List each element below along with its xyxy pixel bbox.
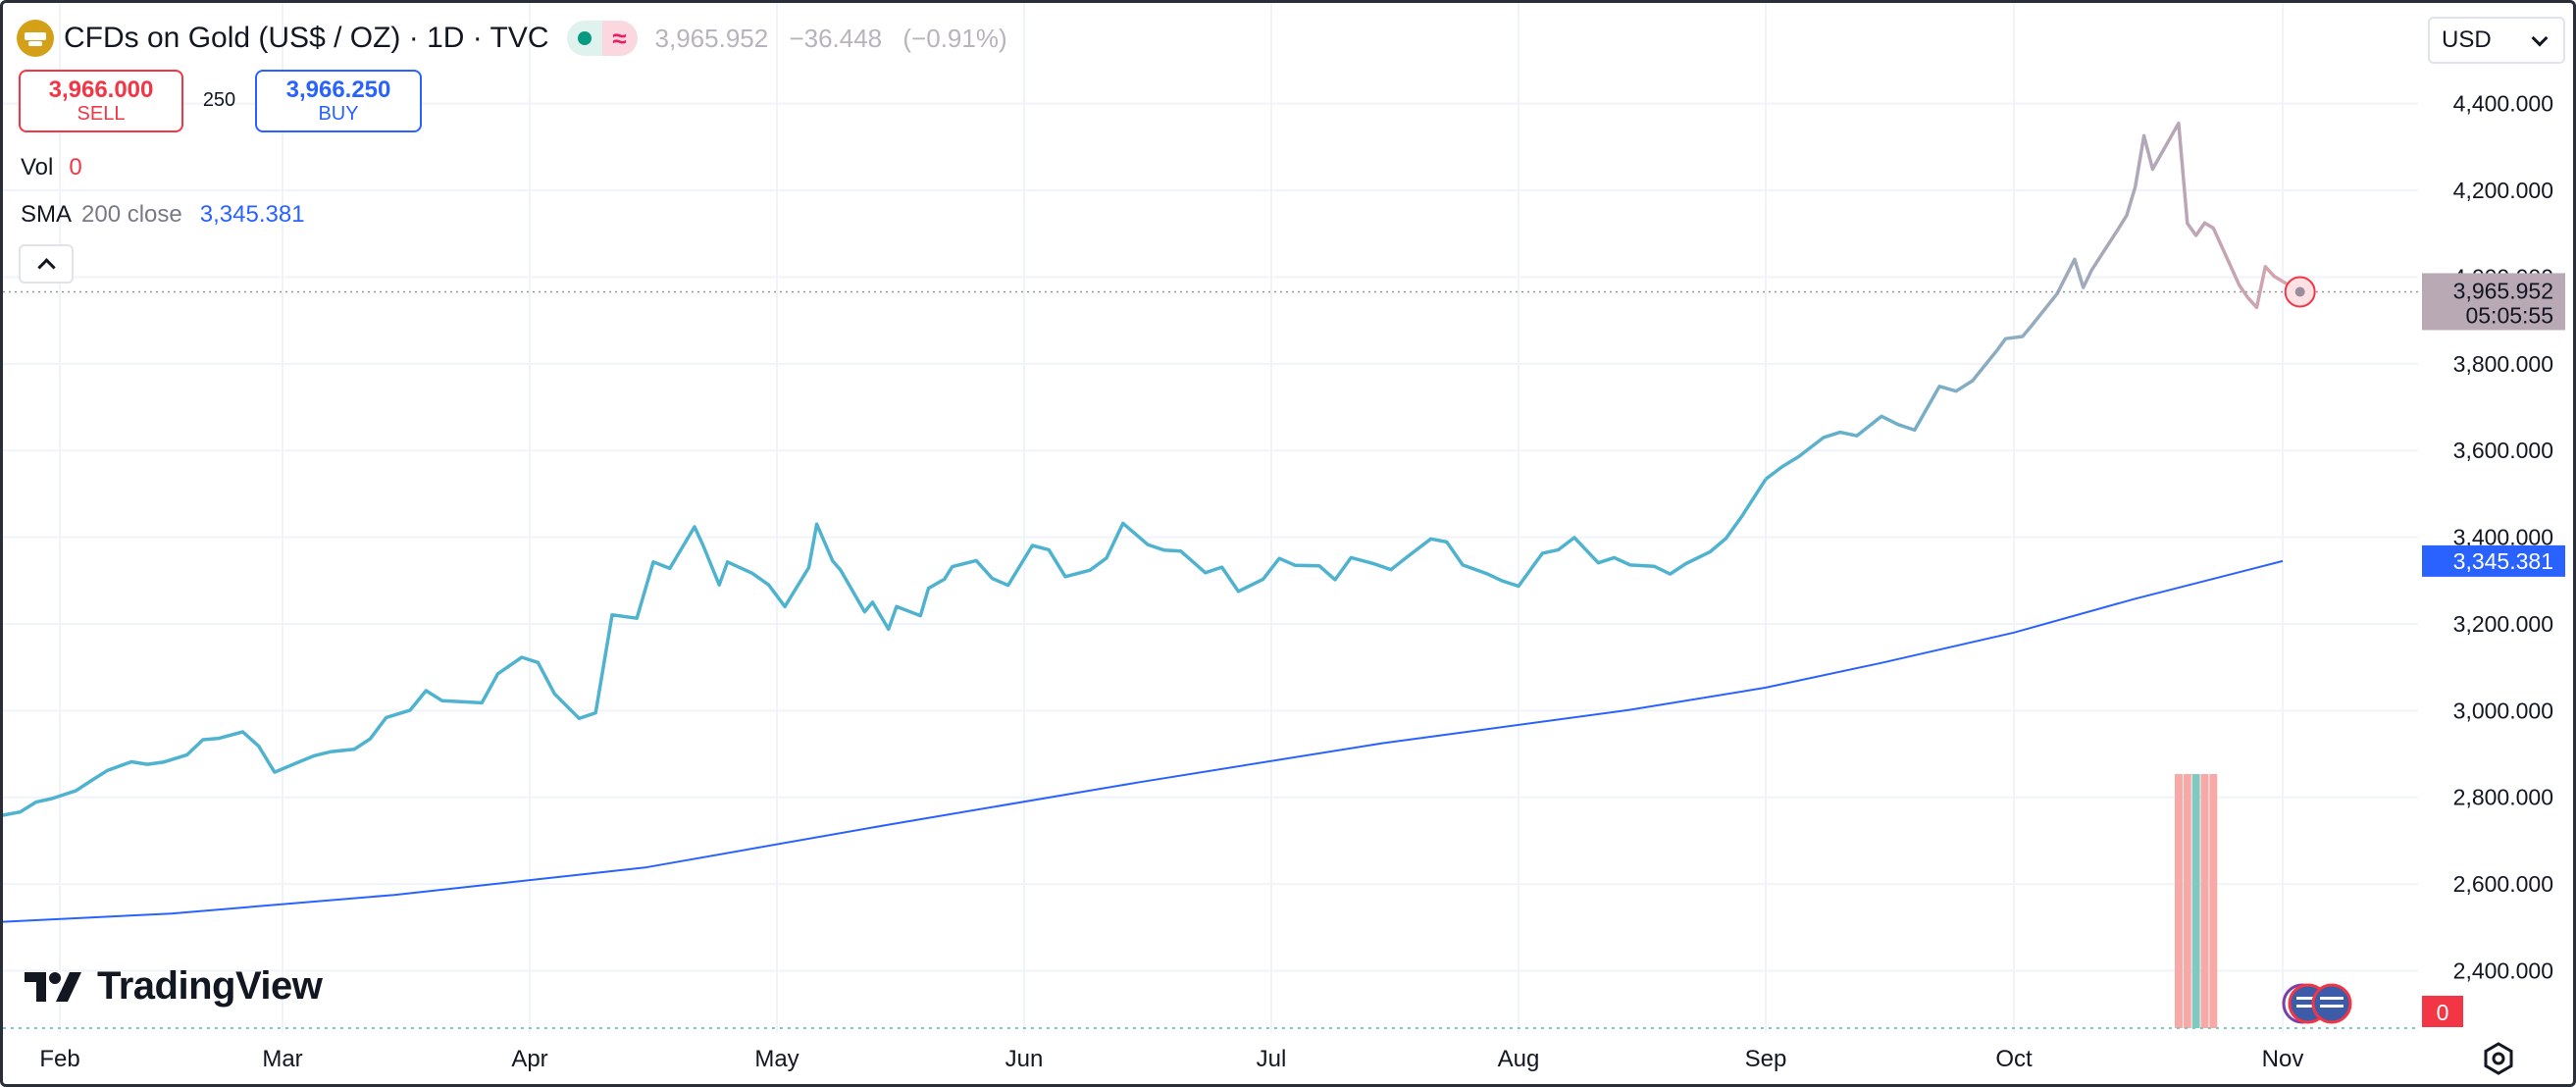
price-tick-label: 3,200.000 xyxy=(2453,611,2553,637)
sell-button[interactable]: 3,966.000 SELL xyxy=(19,70,183,132)
volume-bar xyxy=(2200,774,2209,1028)
time-axis[interactable]: Feb Mar Apr May Jun Jul Aug Sep Oct Nov xyxy=(39,1046,2303,1072)
month-tick-label: Jul xyxy=(1257,1046,1287,1072)
volume-axis-label-bg xyxy=(2422,996,2463,1027)
sma-price-label: 3,345.381 xyxy=(2453,548,2553,574)
price-tick-label: 2,600.000 xyxy=(2453,871,2553,897)
month-tick-label: May xyxy=(754,1046,799,1072)
price-tick-label: 3,600.000 xyxy=(2453,438,2553,463)
countdown-label: 05:05:55 xyxy=(2465,302,2553,328)
month-tick-label: Feb xyxy=(39,1046,79,1072)
tradingview-logo-icon xyxy=(25,971,81,1002)
volume-bars xyxy=(2174,774,2218,1028)
sma-value: 3,345.381 xyxy=(199,201,305,228)
settings-gear-icon[interactable] xyxy=(2481,1041,2516,1076)
volume-bar xyxy=(2183,774,2191,1028)
price-chart[interactable]: 4,400.0004,200.0004,000.0003,800.0003,60… xyxy=(3,3,2576,1087)
price-tick-label: 4,400.000 xyxy=(2453,91,2553,117)
sma-label: SMA xyxy=(21,201,73,228)
collapse-legend-button[interactable] xyxy=(19,244,74,284)
sma-line xyxy=(3,559,2284,923)
buy-price: 3,966.250 xyxy=(285,76,391,103)
month-tick-label: Sep xyxy=(1745,1046,1787,1072)
price-tick-label: 3,000.000 xyxy=(2453,698,2553,723)
month-tick-label: Oct xyxy=(1995,1046,2033,1072)
last-price-label-bg xyxy=(2422,273,2565,331)
volume-legend[interactable]: Vol 0 xyxy=(21,154,82,181)
last-price-dot xyxy=(2294,286,2305,297)
buy-button[interactable]: 3,966.250 BUY xyxy=(255,70,422,132)
last-price-label: 3,965.952 xyxy=(2453,278,2553,303)
economic-events[interactable] xyxy=(2282,983,2352,1024)
price-line-group xyxy=(3,121,2301,817)
gold-bars-icon xyxy=(17,20,54,57)
currency-select[interactable]: USD xyxy=(2428,17,2565,64)
month-tick-label: Nov xyxy=(2262,1046,2304,1072)
sell-label: SELL xyxy=(77,103,126,126)
price-line xyxy=(3,478,1768,817)
chevron-down-icon xyxy=(2531,29,2549,47)
currency-value: USD xyxy=(2442,26,2492,53)
month-tick-label: Jun xyxy=(1005,1046,1044,1072)
price-tick-label: 3,800.000 xyxy=(2453,351,2553,377)
month-tick-label: Mar xyxy=(262,1046,302,1072)
price-axis[interactable]: 4,400.0004,200.0004,000.0003,800.0003,60… xyxy=(2422,91,2565,1027)
last-price-group xyxy=(3,276,2418,308)
sma-line-group xyxy=(3,559,2284,923)
price-tick-label: 4,200.000 xyxy=(2453,178,2553,203)
price-tick-label: 2,800.000 xyxy=(2453,785,2553,810)
wave-icon: ≈ xyxy=(601,21,638,56)
quote-values: 3,965.952 −36.448 (−0.91%) xyxy=(655,24,1021,54)
volume-value: 0 xyxy=(69,154,82,181)
price-change: −36.448 xyxy=(789,23,883,53)
symbol-title[interactable]: CFDs on Gold (US$ / OZ) · 1D · TVC xyxy=(64,22,549,54)
price-tick-label: 2,400.000 xyxy=(2453,958,2553,983)
grid xyxy=(3,3,2418,1033)
volume-axis-label: 0 xyxy=(2437,1000,2449,1025)
volume-bar xyxy=(2174,774,2183,1028)
price-line-recent xyxy=(1764,121,2301,481)
volume-bar xyxy=(2191,774,2200,1028)
buy-label: BUY xyxy=(318,103,359,126)
symbol-legend[interactable]: CFDs on Gold (US$ / OZ) · 1D · TVC ≈ 3,9… xyxy=(17,17,1021,60)
sell-price: 3,966.000 xyxy=(48,76,154,103)
tradingview-logo[interactable]: TradingView xyxy=(25,964,323,1009)
sma-params: 200 close xyxy=(81,201,182,228)
market-open-dot-icon xyxy=(577,31,592,45)
sma-legend[interactable]: SMA 200 close 3,345.381 xyxy=(21,201,305,229)
market-status[interactable]: ≈ xyxy=(566,21,638,56)
volume-label: Vol xyxy=(21,154,54,181)
month-tick-label: Aug xyxy=(1498,1046,1540,1072)
month-tick-label: Apr xyxy=(511,1046,547,1072)
price-change-pct: (−0.91%) xyxy=(902,23,1007,53)
sma-price-label-bg xyxy=(2422,544,2565,577)
last-price: 3,965.952 xyxy=(654,23,769,53)
brand-name: TradingView xyxy=(97,964,323,1008)
volume-bar xyxy=(2209,774,2218,1028)
us-event-icon[interactable] xyxy=(2311,983,2352,1024)
spread-value: 250 xyxy=(202,89,236,111)
